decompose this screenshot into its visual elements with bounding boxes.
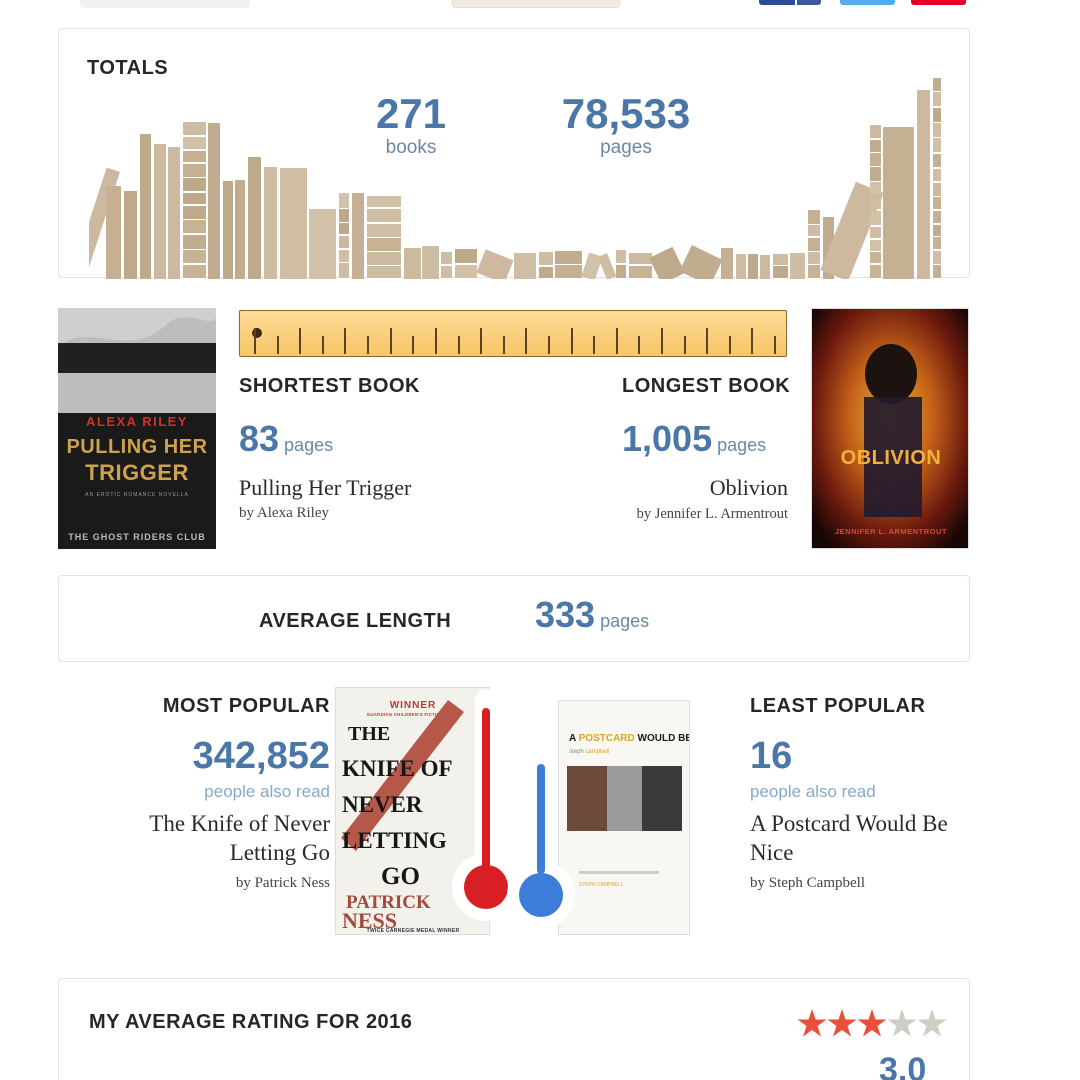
svg-text:THE: THE (348, 723, 390, 745)
svg-text:AN EROTIC ROMANCE NOVELLA: AN EROTIC ROMANCE NOVELLA (85, 492, 189, 498)
svg-text:THE GHOST RIDERS CLUB: THE GHOST RIDERS CLUB (68, 532, 206, 542)
svg-text:ALEXA RILEY: ALEXA RILEY (86, 414, 188, 429)
svg-text:GO: GO (381, 863, 420, 890)
svg-text:STEPH CAMPBELL: STEPH CAMPBELL (579, 882, 624, 888)
svg-text:PULLING HER: PULLING HER (66, 436, 207, 458)
svg-text:OBLIVION: OBLIVION (841, 447, 942, 469)
svg-text:WINNER: WINNER (390, 700, 437, 711)
svg-text:TWICE CARNEGIE MEDAL WINNER: TWICE CARNEGIE MEDAL WINNER (367, 928, 460, 934)
svg-text:NEVER: NEVER (342, 792, 423, 817)
svg-text:steph campbell: steph campbell (569, 749, 609, 755)
svg-text:KNIFE OF: KNIFE OF (342, 756, 453, 781)
svg-text:A POSTCARD WOULD BE NICE: A POSTCARD WOULD BE NICE (569, 733, 690, 744)
svg-text:LETTING: LETTING (342, 828, 447, 853)
svg-text:JENNIFER L. ARMENTROUT: JENNIFER L. ARMENTROUT (835, 527, 947, 536)
svg-text:TRIGGER: TRIGGER (85, 460, 189, 485)
